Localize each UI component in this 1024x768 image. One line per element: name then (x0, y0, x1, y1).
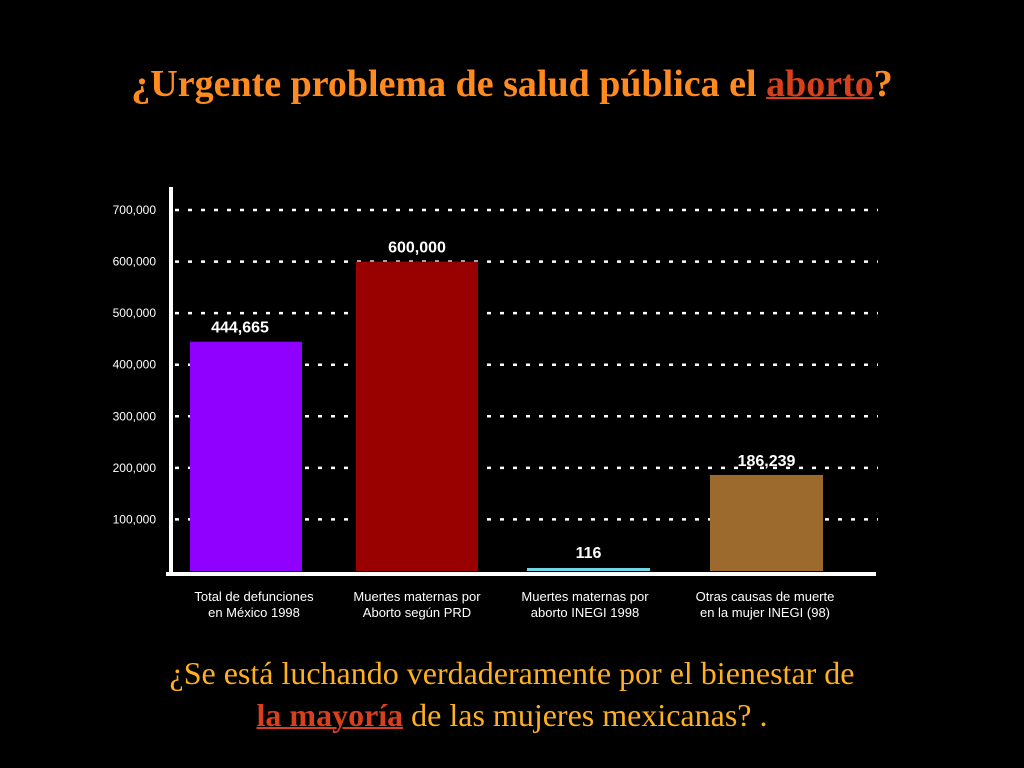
bar (356, 261, 478, 571)
bottom-line-1: ¿Se está luchando verdaderamente por el … (169, 655, 855, 691)
x-category-label: en México 1998 (208, 605, 300, 620)
title-highlight: aborto (766, 63, 874, 105)
y-tick-label: 700,000 (113, 203, 157, 217)
bar-chart: 100,000 200,000 300,000 400,000 500,000 600,0… (113, 187, 878, 620)
y-tick-label: 100,000 (113, 512, 157, 526)
title-suffix: ? (873, 63, 893, 105)
page-title: ¿Urgente problema de salud pública el ab… (0, 62, 1024, 106)
x-category-label: Muertes maternas por (521, 589, 649, 604)
bar (190, 341, 302, 571)
bottom-question: ¿Se está luchando verdaderamente por el … (0, 652, 1024, 736)
bar (527, 568, 650, 571)
x-category-label: Otras causas de muerte (696, 589, 835, 604)
x-category-label: aborto INEGI 1998 (531, 605, 639, 620)
bottom-line-2-rest: de las mujeres mexicanas? . (403, 697, 768, 733)
y-tick-label: 600,000 (113, 255, 157, 269)
x-category-label: en la mujer INEGI (98) (700, 605, 830, 620)
bar (710, 474, 823, 571)
bottom-highlight: la mayoría (256, 697, 404, 733)
data-label: 600,000 (388, 240, 446, 257)
y-tick-label: 300,000 (113, 409, 157, 423)
title-text: ¿Urgente problema de salud pública el (131, 63, 767, 105)
y-tick-label: 200,000 (113, 461, 157, 475)
data-label: 116 (576, 545, 602, 562)
bottom-line-2: la mayoría de las mujeres mexicanas? . (0, 694, 1024, 736)
x-category-label: Total de defunciones (194, 589, 314, 604)
data-label: 186,239 (738, 453, 796, 470)
y-tick-label: 500,000 (113, 306, 157, 320)
y-tick-label: 400,000 (113, 358, 157, 372)
data-label: 444,665 (211, 320, 269, 337)
x-category-label: Aborto según PRD (363, 605, 471, 620)
x-category-label: Muertes maternas por (353, 589, 481, 604)
